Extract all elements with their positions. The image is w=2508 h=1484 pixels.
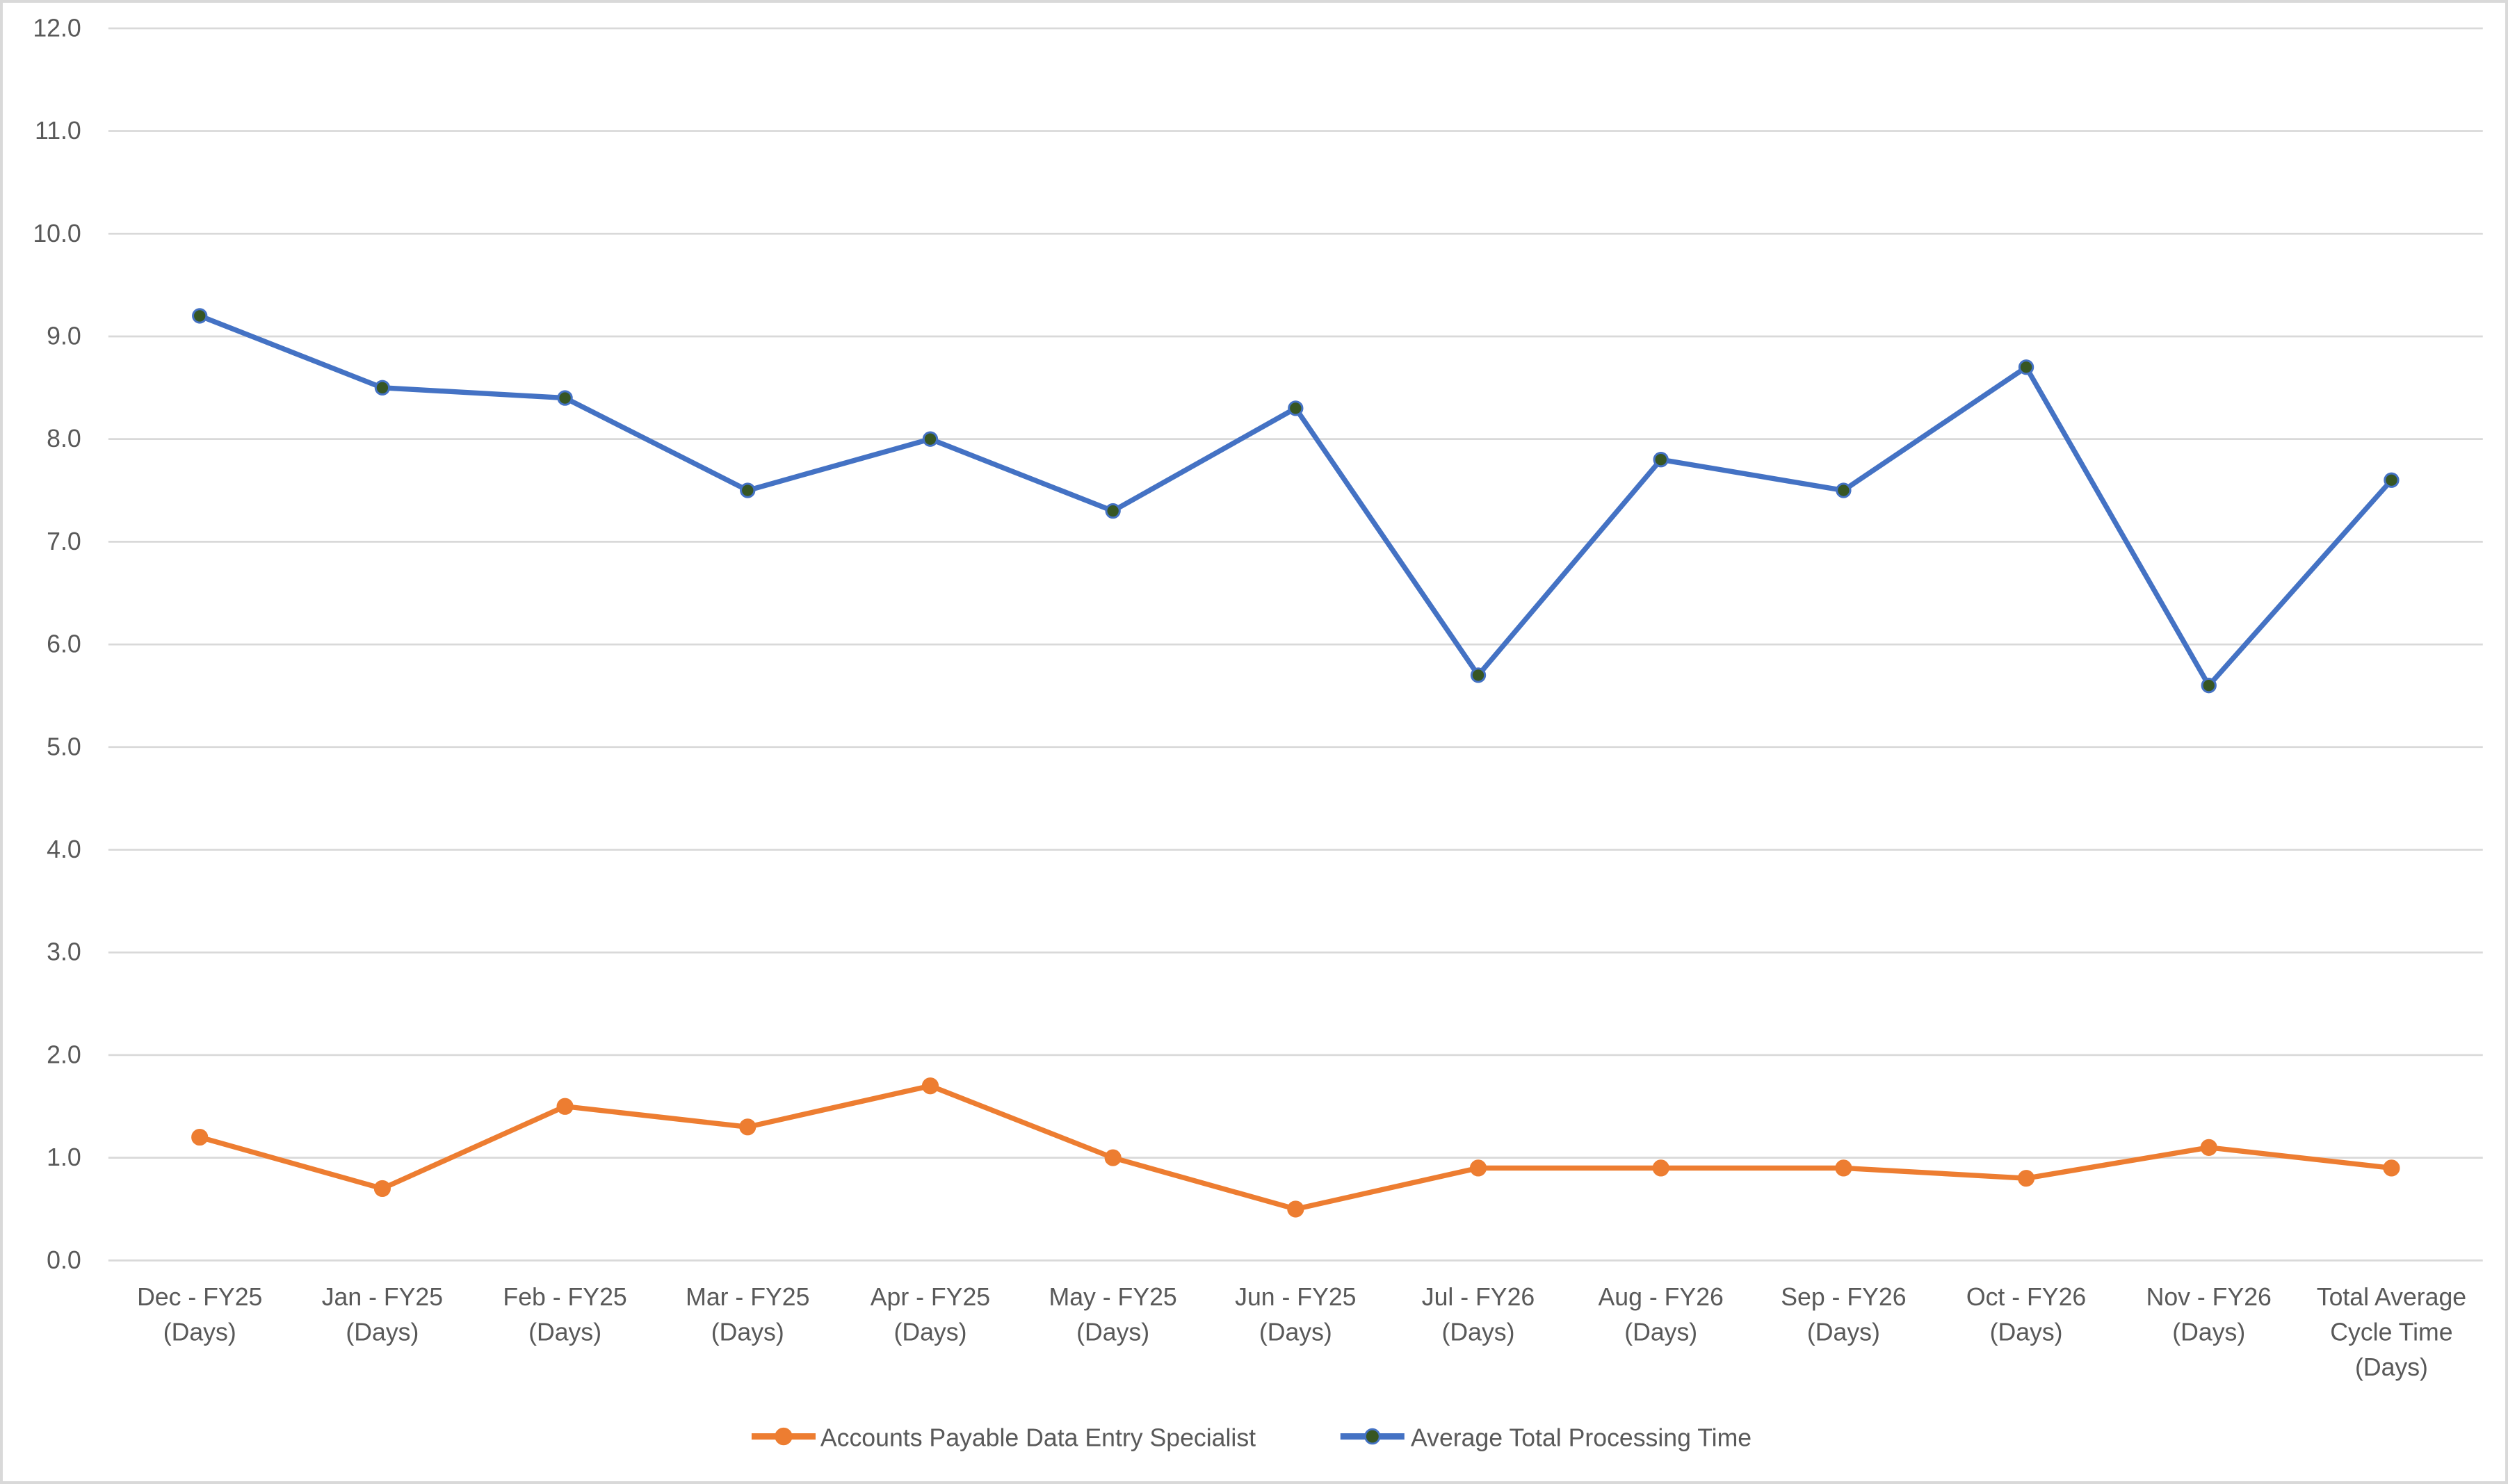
x-category-label: Total Average Cycle Time (Days) <box>2317 1283 2466 1381</box>
y-axis-ticks: 0.0 1.0 2.0 3.0 4.0 5.0 6.0 7.0 8.0 9.0 10.0 11.0 12… <box>33 14 81 1274</box>
series-line <box>198 313 2394 688</box>
legend-marker-orange-dot-icon <box>775 1427 793 1446</box>
data-point-marker[interactable] <box>1835 1159 1852 1177</box>
data-point-marker[interactable] <box>191 1128 209 1146</box>
data-point-marker[interactable] <box>2017 1170 2035 1187</box>
legend-label: Accounts Payable Data Entry Specialist <box>820 1424 1256 1451</box>
x-category-label: Jun - FY25 (Days) <box>1235 1283 1356 1346</box>
y-tick-label: 11.0 <box>35 117 81 145</box>
data-point-marker[interactable] <box>1653 452 1669 468</box>
data-point-marker[interactable] <box>2018 359 2034 375</box>
data-point-marker[interactable] <box>374 380 391 396</box>
y-tick-label: 5.0 <box>47 733 81 760</box>
x-category-label: Feb - FY25 (Days) <box>503 1283 626 1346</box>
data-point-marker[interactable] <box>922 431 939 447</box>
data-point-marker[interactable] <box>1288 400 1304 416</box>
data-point-marker[interactable] <box>1652 1159 1669 1177</box>
data-point-marker[interactable] <box>1104 1149 1122 1166</box>
data-point-marker[interactable] <box>557 390 573 406</box>
data-point-marker[interactable] <box>1105 503 1121 519</box>
series-ap-data-entry <box>191 1077 2400 1218</box>
x-category-label: Jul - FY26 (Days) <box>1422 1283 1535 1346</box>
data-point-marker[interactable] <box>921 1077 939 1095</box>
x-category-label: Dec - FY25 (Days) <box>137 1283 262 1346</box>
x-category-label: Apr - FY25 (Days) <box>871 1283 990 1346</box>
data-point-marker[interactable] <box>1836 482 1852 498</box>
data-point-marker[interactable] <box>2384 472 2400 488</box>
data-point-marker[interactable] <box>2201 678 2217 694</box>
legend: Accounts Payable Data Entry Specialist A… <box>751 1424 1751 1451</box>
y-tick-label: 0.0 <box>47 1246 81 1274</box>
series-line <box>199 1083 2392 1212</box>
series-lines <box>191 308 2400 1218</box>
x-category-label: Mar - FY25 (Days) <box>686 1283 809 1346</box>
y-tick-label: 3.0 <box>47 938 81 966</box>
data-point-marker[interactable] <box>739 1118 757 1136</box>
y-tick-label: 7.0 <box>47 528 81 555</box>
data-point-marker[interactable] <box>192 308 208 324</box>
y-tick-label: 2.0 <box>47 1041 81 1068</box>
legend-item-avg-processing-time[interactable]: Average Total Processing Time <box>1340 1424 1751 1451</box>
y-tick-label: 4.0 <box>47 835 81 863</box>
y-tick-label: 9.0 <box>47 322 81 350</box>
y-tick-label: 10.0 <box>33 220 81 247</box>
x-category-label: Sep - FY26 (Days) <box>1781 1283 1906 1346</box>
data-point-marker[interactable] <box>2383 1159 2400 1177</box>
x-category-label: Aug - FY26 (Days) <box>1599 1283 1724 1346</box>
data-point-marker[interactable] <box>1287 1200 1304 1218</box>
data-point-marker[interactable] <box>556 1098 574 1115</box>
y-tick-label: 1.0 <box>47 1143 81 1171</box>
x-axis-categories: Dec - FY25 (Days) Jan - FY25 (Days) Feb - FY… <box>137 1283 2466 1381</box>
series-avg-processing-time <box>192 308 2400 694</box>
y-tick-label: 6.0 <box>47 630 81 658</box>
data-point-marker[interactable] <box>2200 1139 2217 1156</box>
data-point-marker[interactable] <box>1469 1159 1487 1177</box>
x-category-label: Oct - FY26 (Days) <box>1966 1283 2086 1346</box>
x-category-label: Jan - FY25 (Days) <box>322 1283 443 1346</box>
data-point-marker[interactable] <box>373 1180 391 1198</box>
data-point-marker[interactable] <box>1470 667 1487 683</box>
x-category-label: Nov - FY26 (Days) <box>2146 1283 2272 1346</box>
gridlines <box>108 27 2483 1262</box>
y-tick-label: 8.0 <box>47 425 81 452</box>
x-category-label: May - FY25 (Days) <box>1049 1283 1177 1346</box>
legend-item-ap-data-entry[interactable]: Accounts Payable Data Entry Specialist <box>751 1424 1256 1451</box>
legend-marker-green-dot-icon <box>1364 1428 1381 1445</box>
data-point-marker[interactable] <box>740 482 756 498</box>
y-tick-label: 12.0 <box>33 14 81 42</box>
legend-label: Average Total Processing Time <box>1411 1424 1751 1451</box>
chart-canvas: 0.0 1.0 2.0 3.0 4.0 5.0 6.0 7.0 8.0 9.0 10.0 11.0 12… <box>33 14 2483 1451</box>
